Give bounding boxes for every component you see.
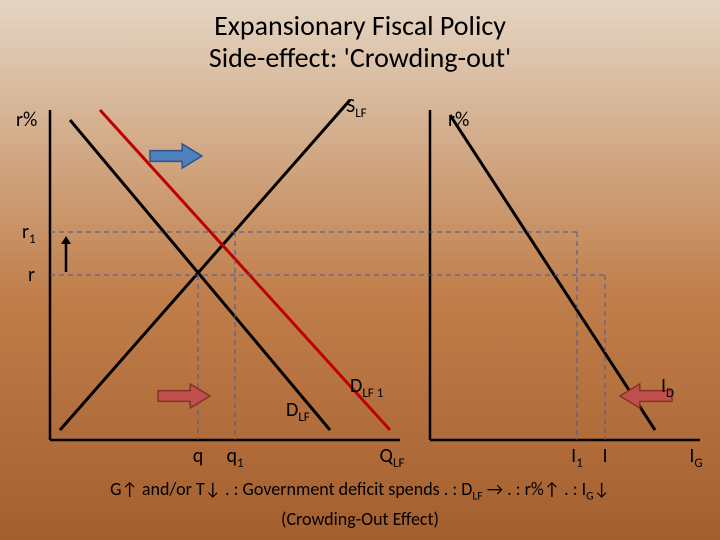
dlf-label: DLF	[286, 398, 310, 425]
r1-label: r1	[22, 220, 36, 247]
i1-label: I1	[571, 444, 583, 471]
id-label: ID	[661, 374, 674, 401]
r-label: r	[28, 263, 35, 287]
footer-line1: G↑ and/or T↓ . : Government deficit spen…	[0, 478, 720, 504]
slf-label: SLF	[346, 94, 367, 121]
dlf1-label: DLF 1	[350, 374, 383, 401]
ig-label: IG	[689, 444, 702, 471]
q1-label: q1	[226, 444, 243, 471]
slide-title: Expansionary Fiscal Policy Side-effect: …	[0, 10, 720, 74]
i-label: I	[602, 444, 607, 468]
qlf-label: QLF	[380, 444, 405, 471]
q-label: q	[193, 444, 204, 468]
footer-line2: (Crowding-Out Effect)	[0, 508, 720, 530]
left-yaxis-label: r%	[16, 108, 37, 132]
right-yaxis-label: r%	[448, 108, 469, 132]
title-line1: Expansionary Fiscal Policy	[214, 8, 506, 43]
title-line2: Side-effect: 'Crowding-out'	[209, 40, 511, 75]
